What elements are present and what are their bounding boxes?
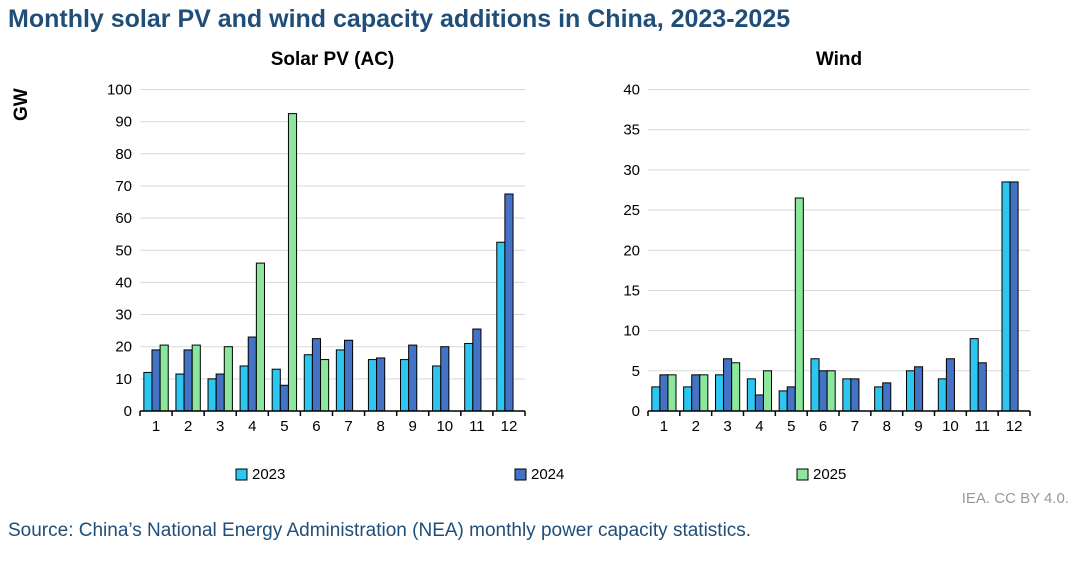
svg-text:Monthly solar PV and wind capa: Monthly solar PV and wind capacity addit… (8, 5, 790, 33)
svg-text:12: 12 (1006, 418, 1023, 435)
svg-text:90: 90 (115, 114, 132, 131)
svg-text:60: 60 (115, 210, 132, 227)
svg-text:IEA. CC BY 4.0.: IEA. CC BY 4.0. (962, 490, 1069, 507)
svg-text:Solar PV (AC): Solar PV (AC) (271, 49, 395, 70)
svg-text:6: 6 (819, 418, 827, 435)
svg-text:Wind: Wind (816, 49, 862, 70)
svg-text:7: 7 (344, 418, 352, 435)
svg-text:4: 4 (248, 418, 256, 435)
svg-text:GW: GW (11, 88, 32, 121)
svg-text:30: 30 (115, 307, 132, 324)
svg-text:6: 6 (312, 418, 320, 435)
svg-text:80: 80 (115, 146, 132, 163)
svg-text:4: 4 (755, 418, 763, 435)
svg-text:1: 1 (152, 418, 160, 435)
svg-text:5: 5 (632, 363, 640, 380)
svg-text:35: 35 (623, 122, 640, 139)
svg-text:8: 8 (883, 418, 891, 435)
svg-text:20: 20 (115, 339, 132, 356)
svg-text:10: 10 (436, 418, 453, 435)
svg-text:0: 0 (632, 403, 640, 420)
svg-text:40: 40 (115, 274, 132, 291)
svg-text:2023: 2023 (252, 466, 285, 483)
svg-text:20: 20 (623, 242, 640, 259)
svg-text:70: 70 (115, 178, 132, 195)
svg-text:0: 0 (124, 403, 132, 420)
svg-text:5: 5 (787, 418, 795, 435)
svg-text:10: 10 (623, 323, 640, 340)
svg-text:11: 11 (469, 418, 485, 435)
svg-text:2024: 2024 (531, 466, 564, 483)
svg-text:25: 25 (623, 202, 640, 219)
svg-text:5: 5 (280, 418, 288, 435)
svg-text:15: 15 (623, 282, 640, 299)
svg-text:2: 2 (184, 418, 192, 435)
svg-text:7: 7 (851, 418, 859, 435)
svg-text:2025: 2025 (813, 466, 846, 483)
svg-text:100: 100 (107, 82, 132, 99)
svg-text:3: 3 (723, 418, 731, 435)
svg-text:9: 9 (914, 418, 922, 435)
svg-text:50: 50 (115, 242, 132, 259)
svg-text:3: 3 (216, 418, 224, 435)
svg-text:10: 10 (942, 418, 959, 435)
svg-text:30: 30 (623, 162, 640, 179)
svg-text:11: 11 (974, 418, 990, 435)
svg-text:1: 1 (660, 418, 668, 435)
svg-text:10: 10 (115, 371, 132, 388)
svg-text:12: 12 (501, 418, 518, 435)
svg-text:Source: China’s National Energ: Source: China’s National Energy Administ… (8, 520, 751, 541)
svg-text:8: 8 (376, 418, 384, 435)
svg-text:40: 40 (623, 82, 640, 99)
svg-text:2: 2 (692, 418, 700, 435)
svg-text:9: 9 (409, 418, 417, 435)
